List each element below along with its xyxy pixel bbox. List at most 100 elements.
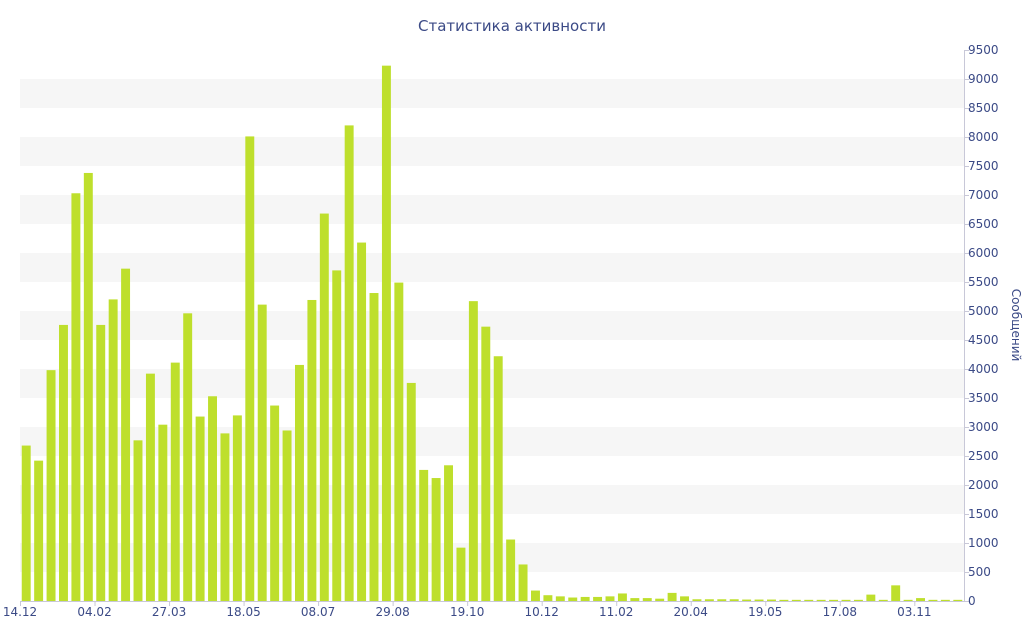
bar[interactable] — [742, 599, 752, 601]
bar[interactable] — [208, 396, 217, 601]
bar[interactable] — [916, 598, 925, 601]
bar[interactable] — [344, 125, 354, 602]
y-tick-label: 1000 — [968, 536, 999, 550]
y-axis-ticks: 0 500 1000 1500 2000 2500 3000 3500 4000 4500 5000… — [964, 43, 999, 608]
y-tick-label: 9500 — [968, 43, 999, 57]
bar[interactable] — [754, 599, 764, 601]
bar[interactable] — [394, 282, 404, 601]
x-tick-label: 04.02 — [77, 605, 111, 619]
bar[interactable] — [444, 465, 453, 601]
bar[interactable] — [245, 136, 255, 602]
bar[interactable] — [96, 324, 106, 601]
bar[interactable] — [481, 326, 491, 601]
y-tick-label: 500 — [968, 565, 991, 579]
bar[interactable] — [853, 599, 863, 601]
bar[interactable] — [232, 415, 242, 601]
bar[interactable] — [928, 599, 938, 601]
bar[interactable] — [121, 268, 131, 601]
bar[interactable] — [431, 478, 441, 601]
x-tick-label: 14.12 — [3, 605, 37, 619]
bar[interactable] — [804, 599, 814, 601]
bar[interactable] — [531, 590, 540, 601]
bar[interactable] — [593, 596, 603, 601]
bar[interactable] — [270, 405, 280, 601]
y-tick-label: 8000 — [968, 130, 999, 144]
bar[interactable] — [257, 304, 267, 601]
bar[interactable] — [493, 356, 503, 601]
bar[interactable] — [891, 585, 901, 601]
grid-band — [20, 253, 964, 282]
bar[interactable] — [717, 599, 727, 601]
bar[interactable] — [841, 599, 851, 601]
bar[interactable] — [779, 599, 789, 601]
bar[interactable] — [183, 313, 193, 601]
bar[interactable] — [369, 293, 379, 601]
bar[interactable] — [767, 599, 776, 601]
bar[interactable] — [319, 213, 329, 601]
y-tick-label: 3000 — [968, 420, 999, 434]
bar[interactable] — [195, 416, 205, 601]
bar[interactable] — [729, 599, 739, 601]
bar[interactable] — [642, 598, 652, 601]
bar[interactable] — [617, 593, 627, 601]
bar[interactable] — [381, 65, 391, 601]
bar[interactable] — [655, 598, 665, 601]
bar[interactable] — [791, 599, 801, 601]
grid-band — [20, 137, 964, 166]
bar[interactable] — [158, 424, 168, 601]
bar[interactable] — [878, 599, 888, 601]
bar[interactable] — [133, 440, 143, 601]
bar[interactable] — [568, 597, 578, 601]
bar[interactable] — [34, 460, 44, 601]
bar[interactable] — [170, 362, 180, 601]
chart-title: Статистика активности — [418, 17, 606, 35]
bar[interactable] — [816, 599, 826, 601]
bar[interactable] — [145, 373, 155, 601]
y-tick-label: 2000 — [968, 478, 999, 492]
bar[interactable] — [83, 172, 93, 601]
bar[interactable] — [21, 445, 31, 601]
y-tick-label: 4500 — [968, 333, 999, 347]
y-tick-label: 4000 — [968, 362, 999, 376]
bar[interactable] — [953, 599, 963, 601]
bar[interactable] — [71, 193, 81, 601]
bar[interactable] — [295, 364, 304, 601]
x-tick-label: 29.08 — [375, 605, 409, 619]
bar[interactable] — [332, 270, 342, 601]
bar[interactable] — [866, 594, 876, 601]
y-tick-label: 7000 — [968, 188, 999, 202]
bar[interactable] — [692, 599, 702, 601]
bar[interactable] — [829, 599, 839, 601]
bar[interactable] — [307, 299, 317, 601]
bar[interactable] — [680, 596, 689, 601]
bar[interactable] — [667, 592, 677, 601]
bar[interactable] — [630, 598, 640, 601]
grid-band — [20, 369, 964, 398]
bar[interactable] — [543, 595, 553, 601]
bar[interactable] — [605, 596, 615, 601]
bar[interactable] — [419, 469, 429, 601]
bar[interactable] — [555, 596, 565, 601]
bar[interactable] — [59, 324, 68, 601]
bar[interactable] — [704, 599, 714, 601]
bar[interactable] — [357, 242, 367, 601]
x-tick-label: 17.08 — [823, 605, 857, 619]
bar[interactable] — [580, 596, 590, 601]
bar-series — [21, 65, 963, 602]
bar[interactable] — [46, 370, 56, 601]
bar[interactable] — [506, 539, 516, 601]
bar[interactable] — [903, 599, 913, 601]
bar[interactable] — [940, 599, 950, 601]
bar[interactable] — [406, 382, 416, 601]
bar[interactable] — [108, 299, 118, 601]
y-tick-label: 6000 — [968, 246, 999, 260]
x-tick-label: 27.03 — [152, 605, 186, 619]
y-tick-label: 9000 — [968, 72, 999, 86]
bar[interactable] — [282, 430, 292, 601]
bar[interactable] — [220, 433, 230, 601]
bar[interactable] — [468, 301, 478, 601]
y-tick-label: 3500 — [968, 391, 999, 405]
bar[interactable] — [518, 564, 528, 601]
bar[interactable] — [456, 547, 466, 601]
